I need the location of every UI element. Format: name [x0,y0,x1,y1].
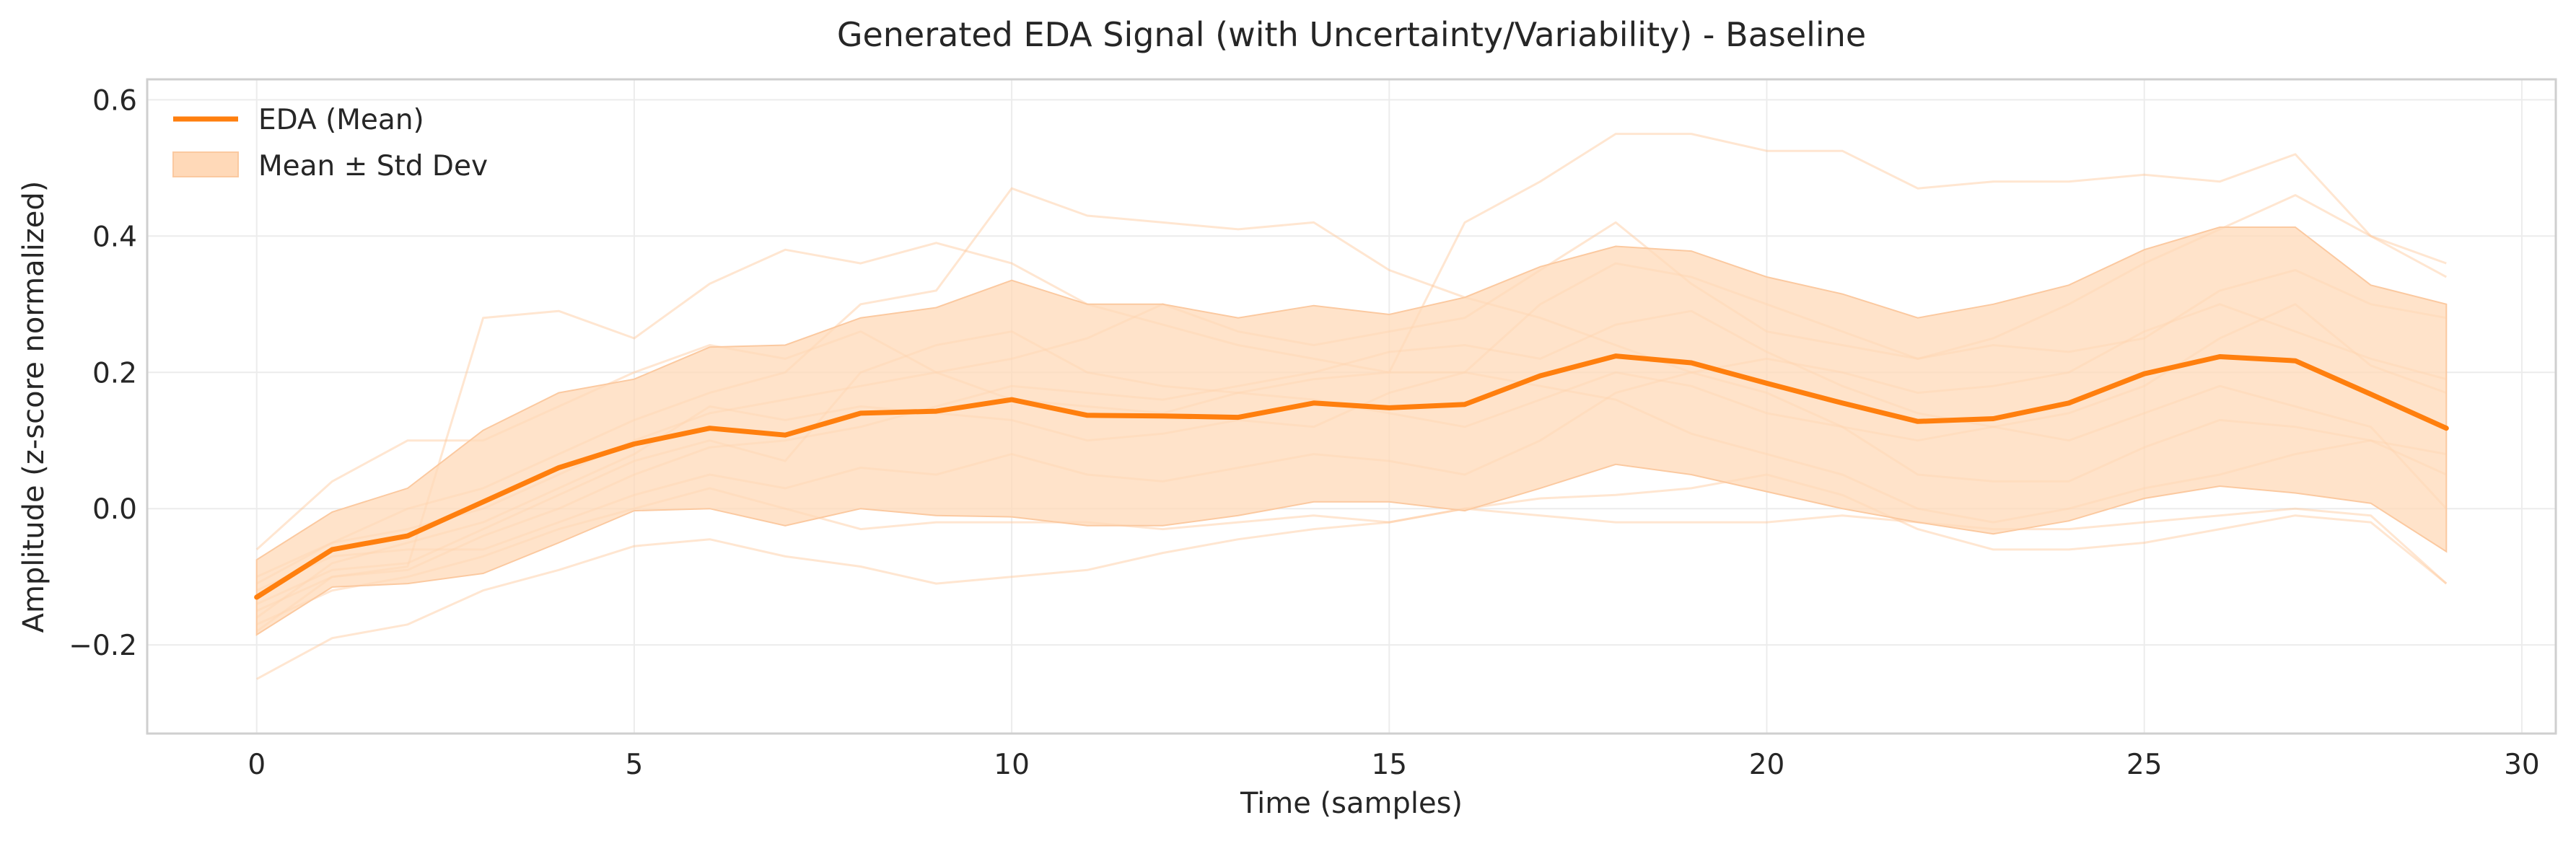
x-tick-label: 0 [247,749,266,781]
legend: EDA (Mean) Mean ± Std Dev [172,104,488,182]
legend-mean-label: EDA (Mean) [258,104,424,136]
y-tick-label: 0.4 [92,221,137,253]
mean-line [254,353,2449,600]
x-tick-label: 10 [994,749,1030,781]
y-tick-label: 0.0 [92,493,137,526]
chart-title: Generated EDA Signal (with Uncertainty/V… [837,15,1866,54]
legend-band-label: Mean ± Std Dev [258,150,488,182]
std-band-area [255,226,2448,636]
std-band [255,226,2448,636]
y-tick-label: 0.2 [92,357,137,389]
x-tick-label: 25 [2126,749,2163,781]
legend-band-swatch [172,151,239,177]
x-tick-label: 20 [1749,749,1785,781]
x-tick-label: 5 [626,749,644,781]
y-tick-labels: −0.2 0.0 0.2 0.4 0.6 [69,84,137,662]
y-tick-label: 0.6 [92,84,137,117]
plot-frame [146,78,2557,735]
x-axis-label: Time (samples) [1240,787,1463,820]
mean-line-path [254,353,2449,600]
x-tick-labels: 0 5 10 15 20 25 30 [247,749,2539,781]
x-tick-label: 15 [1371,749,1407,781]
x-tick-label: 30 [2504,749,2540,781]
y-axis-label: Amplitude (z-score normalized) [17,181,51,633]
sample-line [255,473,2448,680]
y-tick-label: −0.2 [69,630,137,662]
